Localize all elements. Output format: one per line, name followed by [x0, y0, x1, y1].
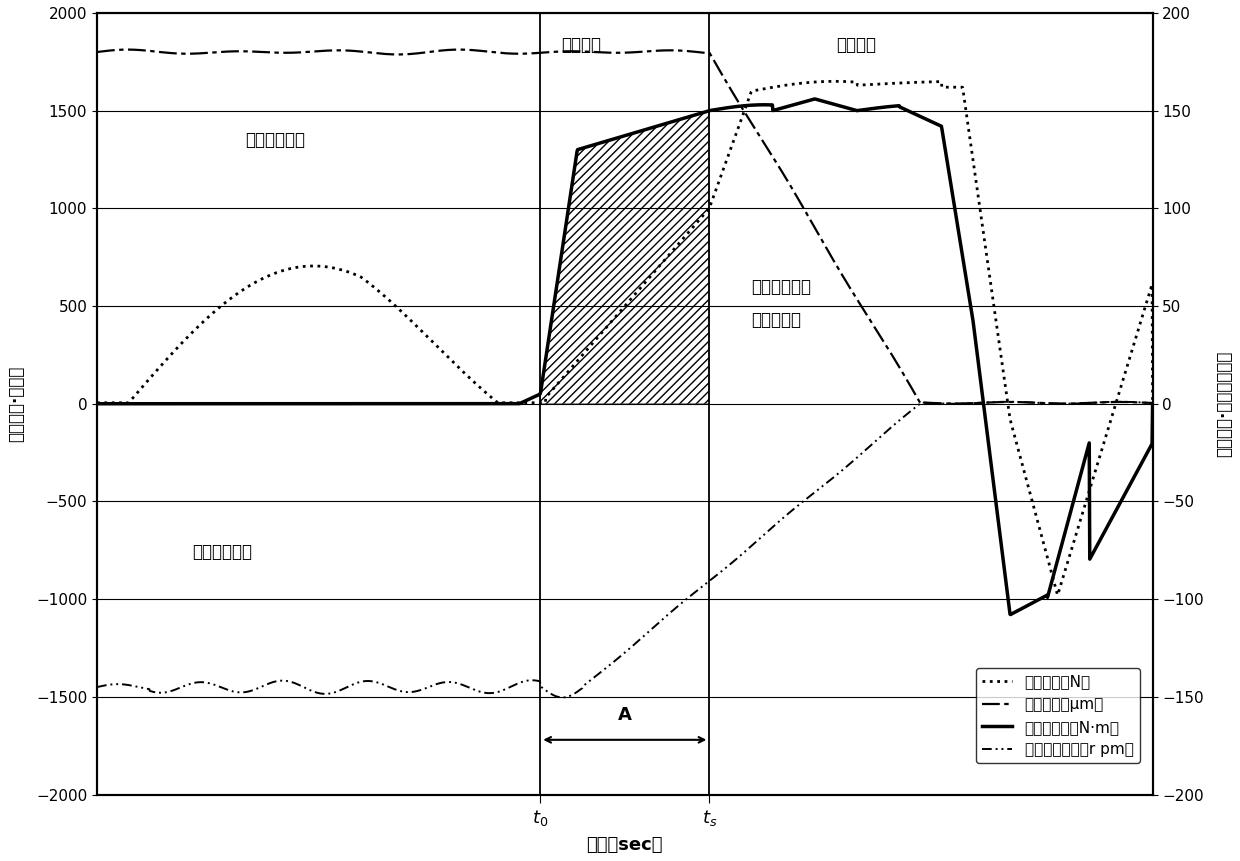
Text: 的旋转扝矩: 的旋转扝矩 [751, 312, 801, 330]
Text: 同步器移动量: 同步器移动量 [192, 543, 252, 561]
Text: 初期吸收能量: 初期吸收能量 [244, 131, 305, 149]
Text: 按压负荷: 按压负荷 [836, 36, 875, 54]
X-axis label: 时间（sec）: 时间（sec） [587, 836, 663, 854]
Legend: 按压负荷［N］, 环位移　［μm］, 旋转扝矩　［N·m］, 驱动轴转速　［r pm］: 按压负荷［N］, 环位移 ［μm］, 旋转扝矩 ［N·m］, 驱动轴转速 ［r … [976, 668, 1140, 764]
Y-axis label: 按压负荷·环位移: 按压负荷·环位移 [7, 366, 25, 442]
Text: A: A [618, 706, 631, 724]
Text: 齿轮转速: 齿轮转速 [562, 36, 601, 54]
Y-axis label: 旋转扝矩·驱动轴旋转数: 旋转扝矩·驱动轴旋转数 [1215, 350, 1233, 457]
Text: 同步器所受到: 同步器所受到 [751, 278, 811, 296]
